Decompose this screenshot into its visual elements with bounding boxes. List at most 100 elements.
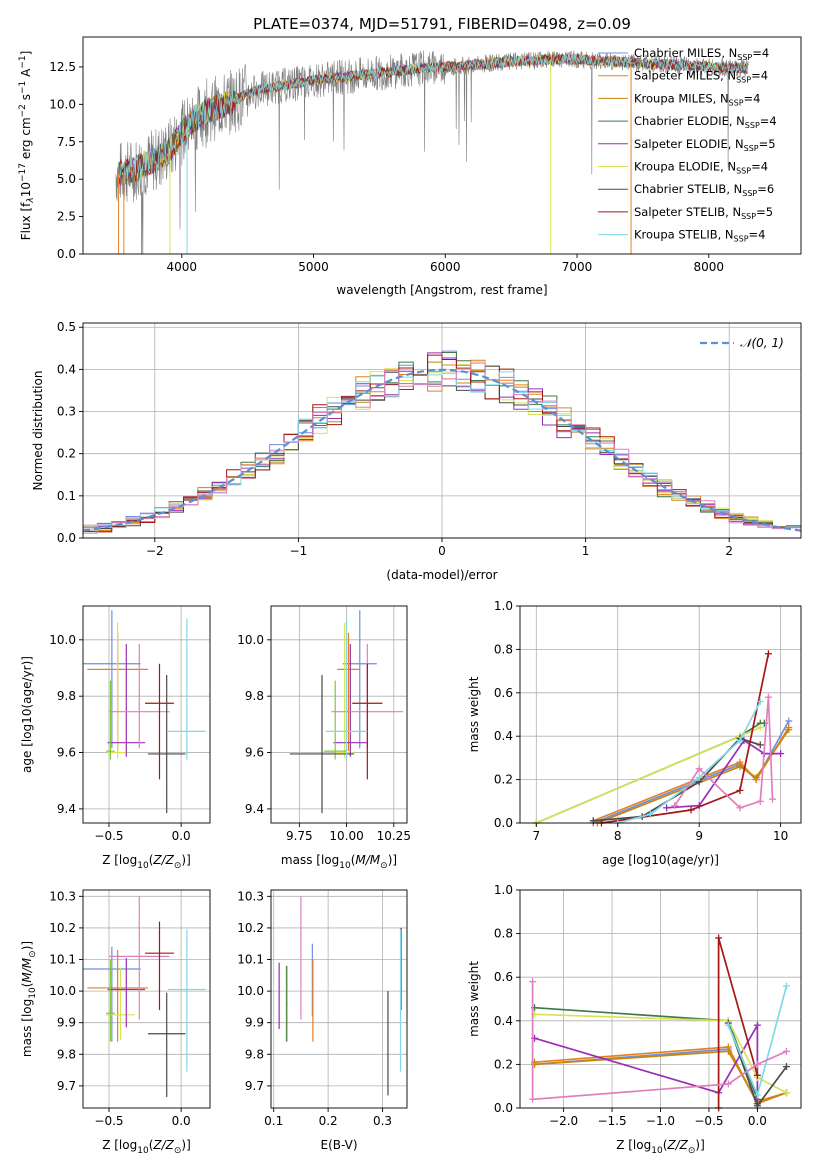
spectrum-ytick-label-0: 0.0 bbox=[57, 247, 76, 261]
residuals-xtick-label-0: −2 bbox=[146, 544, 164, 558]
weight_vs_age-series-5 bbox=[535, 726, 761, 824]
weight_vs_Z-marker-4-2 bbox=[753, 1021, 761, 1029]
mass_vs_Z-point-6 bbox=[145, 921, 174, 1011]
age_vs_Z-panel: −0.5 0.0 9.4 9.6 9.8 10.0 Z [log10(Z/Z⊙)] age [… bbox=[20, 605, 211, 871]
weight_vs_age-xtick-label-0: 7 bbox=[532, 829, 540, 843]
age_vs_Z-point-6 bbox=[145, 663, 174, 780]
weight_vs_Z-ylabel: mass weight bbox=[467, 961, 481, 1037]
age_vs_mass-point-7 bbox=[289, 675, 355, 814]
weight_vs_age-ytick-label-5: 1.0 bbox=[494, 599, 513, 613]
residuals-xtick-label-2: 0 bbox=[438, 544, 446, 558]
legend-label-0: Chabrier MILES, NSSP=4 bbox=[634, 46, 769, 62]
weight_vs_age-ytick-label-3: 0.6 bbox=[494, 686, 513, 700]
mass_vs_ebv-xtick-label-0: 0.1 bbox=[264, 1114, 283, 1128]
age_vs_mass-point-3 bbox=[333, 644, 368, 757]
weight_vs_age-marker-7-1 bbox=[687, 806, 695, 814]
age_vs_Z-xtick-label-1: 0.0 bbox=[172, 829, 191, 843]
spectrum-frame bbox=[82, 36, 802, 255]
weight_vs_age-marker-4-0 bbox=[663, 804, 671, 812]
spectrum-ytick-label-3: 7.5 bbox=[57, 135, 76, 149]
residuals-xtick-label-1: −1 bbox=[290, 544, 308, 558]
age_vs_Z-point-8 bbox=[168, 618, 206, 760]
weight_vs_age-marker-9-2 bbox=[736, 804, 744, 812]
weight_vs_Z-marker-7-1 bbox=[715, 934, 723, 942]
weight_vs_age-marker-8-2 bbox=[695, 773, 703, 781]
age_vs_Z-xlabel: Z [log10(Z/Z⊙)] bbox=[102, 853, 191, 871]
age_vs_mass-ytick-label-3: 10.0 bbox=[237, 633, 264, 647]
residuals-xtick-label-4: 2 bbox=[725, 544, 733, 558]
weight_vs_Z-xtick-label-1: −1.5 bbox=[597, 1114, 626, 1128]
mass_vs_ebv-ytick-label-0: 9.7 bbox=[245, 1079, 264, 1093]
residuals-ytick-label-2: 0.2 bbox=[57, 447, 76, 461]
weight_vs_Z-marker-7-2 bbox=[753, 1071, 761, 1079]
mass_vs_Z-point-0 bbox=[83, 946, 141, 1042]
age_vs_mass-frame bbox=[270, 605, 408, 824]
residuals-legend-label: 𝒩(0, 1) bbox=[740, 336, 784, 350]
legend-label-6: Chabrier STELIB, NSSP=6 bbox=[634, 182, 774, 198]
mass_vs_ebv-point-5 bbox=[300, 896, 302, 1020]
weight_vs_age-ytick-label-4: 0.8 bbox=[494, 642, 513, 656]
figure-title: PLATE=0374, MJD=51791, FIBERID=0498, z=0… bbox=[253, 15, 631, 33]
weight_vs_age-marker-2-1 bbox=[736, 763, 744, 771]
residual-hist-kroupa-elodie bbox=[83, 361, 801, 530]
weight_vs_Z-ytick-label-3: 0.6 bbox=[494, 970, 513, 984]
mass_vs_ebv-point-2 bbox=[278, 962, 280, 1030]
mass_vs_Z-xtick-label-1: 0.0 bbox=[172, 1114, 191, 1128]
weight_vs_Z-marker-9-4 bbox=[782, 1047, 790, 1055]
weight_vs_age-marker-7-3 bbox=[764, 650, 772, 658]
weight_vs_age-marker-8-4 bbox=[756, 697, 764, 705]
spectrum-ylabel: Flux [fλ10−17 erg cm−2 s−1 A−1] bbox=[18, 51, 36, 241]
weight_vs_Z-xtick-label-3: −0.5 bbox=[694, 1114, 723, 1128]
weight_vs_Z-ytick-label-2: 0.4 bbox=[494, 1014, 513, 1028]
weight_vs_Z-panel: −2.0 −1.5 −1.0 −0.5 0.0 0.0 0.2 0.4 0.6 0.8 1.0 Z [… bbox=[467, 883, 802, 1156]
weight_vs_Z-ytick-label-4: 0.8 bbox=[494, 927, 513, 941]
residuals-xlabel: (data-model)/error bbox=[386, 568, 497, 582]
weight_vs_age-marker-9-3 bbox=[756, 797, 764, 805]
weight_vs_age-frame bbox=[519, 605, 802, 824]
mass_vs_Z-ytick-label-6: 10.3 bbox=[49, 889, 76, 903]
mass_vs_Z-ytick-label-4: 10.1 bbox=[49, 953, 76, 967]
spectrum-xtick-label-2: 6000 bbox=[430, 260, 461, 274]
residuals-panel: −2 −1 0 1 2 0.0 0.1 0.2 0.3 0.4 0.5 (data-model)/er… bbox=[31, 320, 802, 582]
spectrum-xlabel: wavelength [Angstrom, rest frame] bbox=[336, 283, 547, 297]
weight_vs_Z-marker-8-1 bbox=[753, 1091, 761, 1099]
weight_vs_age-marker-8-1 bbox=[646, 810, 654, 818]
weight_vs_age-marker-7-2 bbox=[736, 786, 744, 794]
mass_vs_Z-ytick-label-1: 9.8 bbox=[57, 1047, 76, 1061]
mass_vs_Z-xtick-label-0: −0.5 bbox=[94, 1114, 123, 1128]
weight_vs_age-ylabel: mass weight bbox=[467, 676, 481, 752]
weight_vs_age-panel: 7 8 9 10 0.0 0.2 0.4 0.6 0.8 1.0 age [log10(age/yr… bbox=[467, 599, 802, 867]
weight_vs_Z-ytick-label-5: 1.0 bbox=[494, 883, 513, 897]
spectrum-xtick-label-1: 5000 bbox=[298, 260, 329, 274]
age_vs_mass-point-6 bbox=[352, 663, 383, 780]
spectrum-panel: 4000 5000 6000 7000 8000 0.0 2.5 5.0 7.5 10.0 12.5… bbox=[18, 36, 802, 297]
spectrum-xtick-label-0: 4000 bbox=[167, 260, 198, 274]
age_vs_mass-point-4 bbox=[323, 680, 347, 760]
residuals-ytick-label-4: 0.4 bbox=[57, 362, 76, 376]
weight_vs_age-xtick-label-3: 10 bbox=[773, 829, 788, 843]
mass_vs_Z-point-4 bbox=[106, 959, 115, 1042]
weight_vs_Z-marker-5-3 bbox=[782, 1089, 790, 1097]
age_vs_Z-point-7 bbox=[147, 675, 186, 814]
weight_vs_Z-series-2 bbox=[534, 1050, 787, 1103]
mass_vs_ebv-frame bbox=[270, 889, 408, 1109]
mass_vs_ebv-point-6 bbox=[387, 991, 389, 1096]
mass_vs_ebv-ytick-label-3: 10.0 bbox=[237, 984, 264, 998]
age_vs_mass-ytick-label-0: 9.4 bbox=[245, 802, 264, 816]
weight_vs_age-xtick-label-2: 9 bbox=[695, 829, 703, 843]
age_vs_Z-ylabel: age [log10(age/yr)] bbox=[20, 656, 34, 773]
mass_vs_Z-ytick-label-0: 9.7 bbox=[57, 1079, 76, 1093]
mass_vs_ebv-ytick-label-2: 9.9 bbox=[245, 1016, 264, 1030]
weight_vs_Z-marker-2-1 bbox=[724, 1047, 732, 1055]
weight_vs_Z-ytick-label-0: 0.0 bbox=[494, 1101, 513, 1115]
spectrum-model-kroupa-stelib bbox=[118, 54, 749, 183]
weight_vs_Z-marker-9-0 bbox=[529, 978, 537, 986]
spectrum-ytick-label-1: 2.5 bbox=[57, 210, 76, 224]
age_vs_mass-point-8 bbox=[325, 618, 368, 760]
age_vs_mass-xtick-label-2: 10.25 bbox=[377, 829, 411, 843]
age_vs_mass-xlabel: mass [log10(M/M⊙)] bbox=[281, 853, 397, 871]
residual-hist-kroupa-stelib bbox=[83, 371, 801, 534]
spectrum-ytick-label-2: 5.0 bbox=[57, 172, 76, 186]
residuals-ytick-label-3: 0.3 bbox=[57, 405, 76, 419]
weight_vs_age-ytick-label-2: 0.4 bbox=[494, 729, 513, 743]
